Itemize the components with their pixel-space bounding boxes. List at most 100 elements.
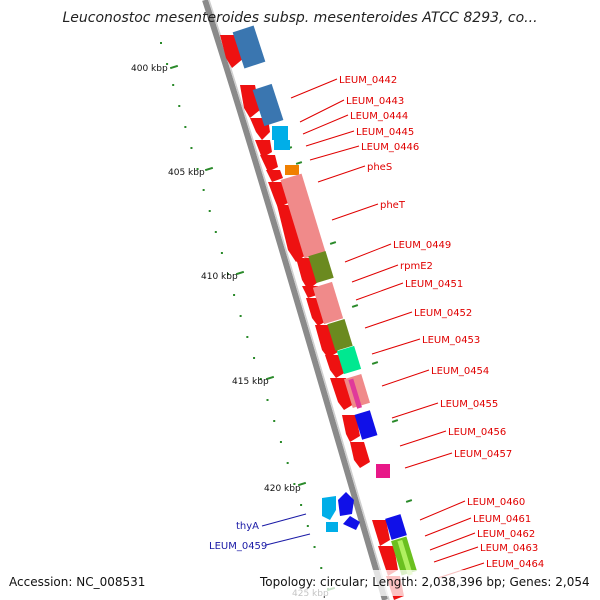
gene-box[interactable] <box>397 539 413 576</box>
label-leaders <box>290 78 485 579</box>
gene-label[interactable]: LEUM_0442 <box>339 75 397 86</box>
scale-tick <box>320 567 323 569</box>
scale-tick <box>286 462 289 464</box>
gene-label[interactable]: LEUM_0449 <box>393 240 451 251</box>
scale-tick <box>253 357 256 359</box>
gene-label[interactable]: LEUM_0446 <box>361 142 419 153</box>
gene-arrow[interactable] <box>322 496 336 520</box>
gene-label[interactable]: pheT <box>380 200 406 211</box>
scale-tick <box>265 375 275 381</box>
scale-tick <box>246 336 249 338</box>
gene-arrow[interactable] <box>350 442 370 468</box>
gene-label[interactable]: LEUM_0444 <box>350 111 408 122</box>
scale-tick <box>196 168 199 170</box>
gene-box[interactable] <box>274 140 290 150</box>
gene-label[interactable]: pheS <box>367 162 392 173</box>
scale-tick <box>178 105 181 107</box>
gene-label[interactable]: LEUM_0453 <box>422 335 480 346</box>
gene-arrow[interactable] <box>277 205 306 262</box>
gene-box[interactable] <box>348 378 362 409</box>
scale-tick <box>405 499 413 503</box>
gene-arrow[interactable] <box>338 492 354 516</box>
scale-tick <box>233 294 236 296</box>
scale-tick <box>204 166 214 172</box>
scale-tick <box>172 84 175 86</box>
scale-tick <box>184 126 187 128</box>
scale-label-415: 415 kbp <box>232 377 269 387</box>
gene-label[interactable]: LEUM_0455 <box>440 399 498 410</box>
scale-tick <box>313 546 316 548</box>
gene-box[interactable] <box>285 165 299 175</box>
gene-box[interactable] <box>308 250 334 284</box>
gene-box[interactable] <box>312 281 344 325</box>
gene-label[interactable]: LEUM_0460 <box>467 497 525 508</box>
scale-tick <box>293 483 296 485</box>
gene-arrow[interactable] <box>378 546 398 576</box>
gene-label[interactable]: LEUM_0462 <box>477 529 535 540</box>
scale-label-420: 420 kbp <box>264 484 301 494</box>
gene-box[interactable] <box>376 464 390 478</box>
gene-arrow[interactable] <box>260 155 278 172</box>
gene-box[interactable] <box>252 83 284 127</box>
gene-label[interactable]: LEUM_0454 <box>431 366 489 377</box>
gene-label[interactable]: LEUM_0452 <box>414 308 472 319</box>
scale-tick <box>202 189 205 191</box>
gene-label[interactable]: LEUM_0443 <box>346 96 404 107</box>
scale-tick <box>329 241 337 245</box>
gene-track <box>220 25 417 600</box>
gene-arrow[interactable] <box>372 520 390 546</box>
gene-box[interactable] <box>280 173 326 259</box>
scale-tick <box>166 63 169 65</box>
scale-tick <box>297 481 307 487</box>
scale-tick <box>235 270 245 276</box>
gene-label[interactable]: LEUM_0463 <box>480 543 538 554</box>
label-leaders-left <box>261 513 311 546</box>
genome-backbone <box>202 0 388 600</box>
scale-tick <box>190 147 193 149</box>
genome-summary-text: Topology: circular; Length: 2,038,396 bp… <box>259 575 590 589</box>
scale-tick <box>220 252 223 254</box>
scale-tick <box>239 315 242 317</box>
gene-label[interactable]: LEUM_0464 <box>486 559 544 570</box>
scale-tick <box>160 42 162 44</box>
gene-label[interactable]: LEUM_0457 <box>454 449 512 460</box>
gene-arrow[interactable] <box>266 170 283 182</box>
gene-label[interactable]: rpmE2 <box>400 261 433 272</box>
gene-box[interactable] <box>326 522 338 532</box>
gene-label[interactable]: LEUM_0451 <box>405 279 463 290</box>
scale-tick <box>214 231 217 233</box>
map-title: Leuconostoc mesenteroides subsp. mesente… <box>62 10 537 26</box>
scale-tick <box>226 273 229 275</box>
scale-tick <box>300 504 303 506</box>
gene-box[interactable] <box>272 126 288 140</box>
scale-tick <box>279 441 282 443</box>
scale-tick <box>259 378 262 380</box>
gene-box[interactable] <box>354 410 378 440</box>
gene-label-left[interactable]: LEUM_0459 <box>209 541 267 552</box>
gene-label-left[interactable]: thyA <box>236 521 259 532</box>
gene-box[interactable] <box>336 345 362 375</box>
gene-box[interactable] <box>327 318 353 352</box>
gene-label[interactable]: LEUM_0445 <box>356 127 414 138</box>
scale-ticks <box>160 42 413 592</box>
gene-arrow[interactable] <box>255 140 272 158</box>
accession-text: Accession: NC_008531 <box>9 575 145 589</box>
scale-tick <box>273 420 276 422</box>
scale-tick <box>371 361 379 365</box>
gene-label[interactable]: LEUM_0461 <box>473 514 531 525</box>
gene-box[interactable] <box>385 514 407 540</box>
scale-tick <box>295 161 303 165</box>
gene-label[interactable]: LEUM_0456 <box>448 427 506 438</box>
scale-tick <box>208 210 211 212</box>
scale-tick <box>169 64 179 70</box>
gene-arrow[interactable] <box>342 415 360 442</box>
gene-arrow[interactable] <box>343 516 360 530</box>
scale-tick <box>266 399 269 401</box>
gene-box[interactable] <box>232 25 266 69</box>
scale-label-400: 400 kbp <box>131 64 168 74</box>
scale-label-405: 405 kbp <box>168 168 205 178</box>
scale-tick <box>391 419 399 423</box>
scale-tick <box>306 525 309 527</box>
scale-label-410: 410 kbp <box>201 272 238 282</box>
